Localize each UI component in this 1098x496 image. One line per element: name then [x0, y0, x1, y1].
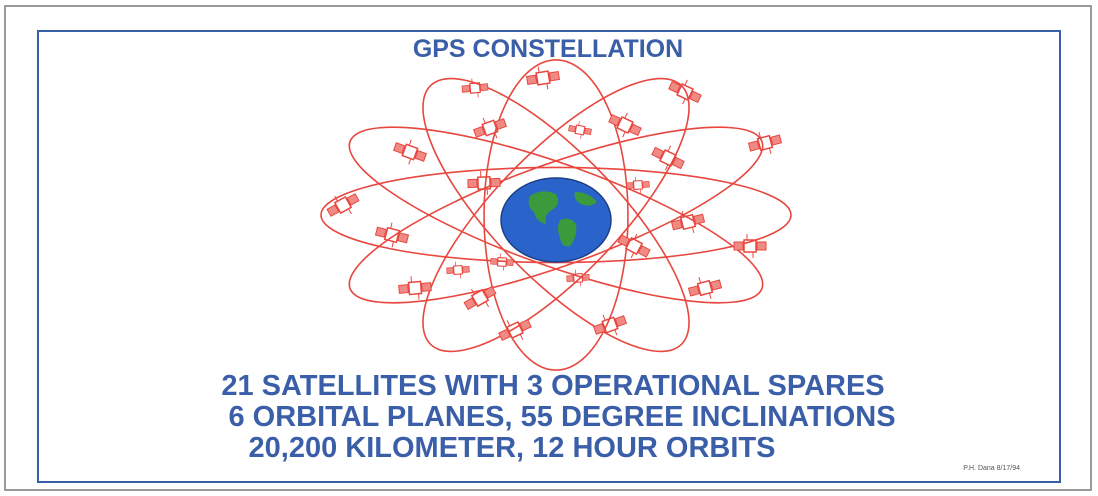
caption-line: 21 SATELLITES WITH 3 OPERATIONAL SPARES	[221, 370, 884, 402]
caption-line: 6 ORBITAL PLANES, 55 DEGREE INCLINATIONS	[228, 401, 895, 433]
caption-line: 20,200 KILOMETER, 12 HOUR ORBITS	[249, 432, 776, 464]
figure: GPS CONSTELLATION 21 SATELLITES WITH 3 O…	[0, 0, 1098, 496]
credit: P.H. Dana 8/17/94	[963, 465, 1020, 472]
earth	[501, 178, 611, 262]
page: {"title": "GPS CONSTELLATION", "lines": …	[0, 0, 1098, 496]
title: GPS CONSTELLATION	[413, 35, 683, 63]
